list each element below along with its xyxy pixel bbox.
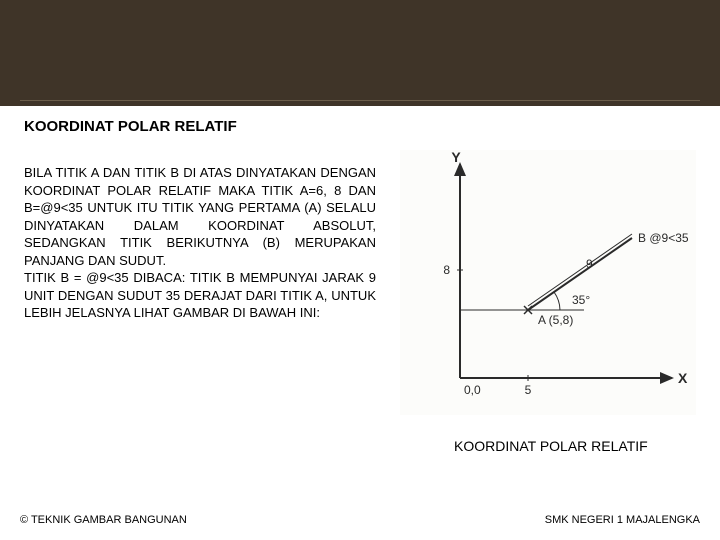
coordinate-diagram: X Y 0,0 5 8 35° 9 A (5,8) B @9<35: [400, 150, 696, 415]
figure-caption: KOORDINAT POLAR RELATIF: [454, 438, 648, 454]
separator-line: [20, 100, 700, 101]
footer-left: © TEKNIK GAMBAR BANGUNAN: [20, 514, 187, 526]
svg-text:5: 5: [525, 383, 532, 397]
svg-text:9: 9: [586, 257, 593, 271]
slide-title: KOORDINAT POLAR RELATIF: [24, 118, 237, 135]
svg-text:B @9<35: B @9<35: [638, 231, 689, 245]
slide-body: BILA TITIK A DAN TITIK B DI ATAS DINYATA…: [24, 164, 376, 322]
svg-text:Y: Y: [451, 150, 461, 165]
svg-text:A (5,8): A (5,8): [538, 313, 573, 327]
svg-text:35°: 35°: [572, 293, 590, 307]
svg-text:0,0: 0,0: [464, 383, 481, 397]
footer-right: SMK NEGERI 1 MAJALENGKA: [545, 514, 700, 526]
svg-text:8: 8: [443, 263, 450, 277]
svg-text:X: X: [678, 370, 688, 386]
